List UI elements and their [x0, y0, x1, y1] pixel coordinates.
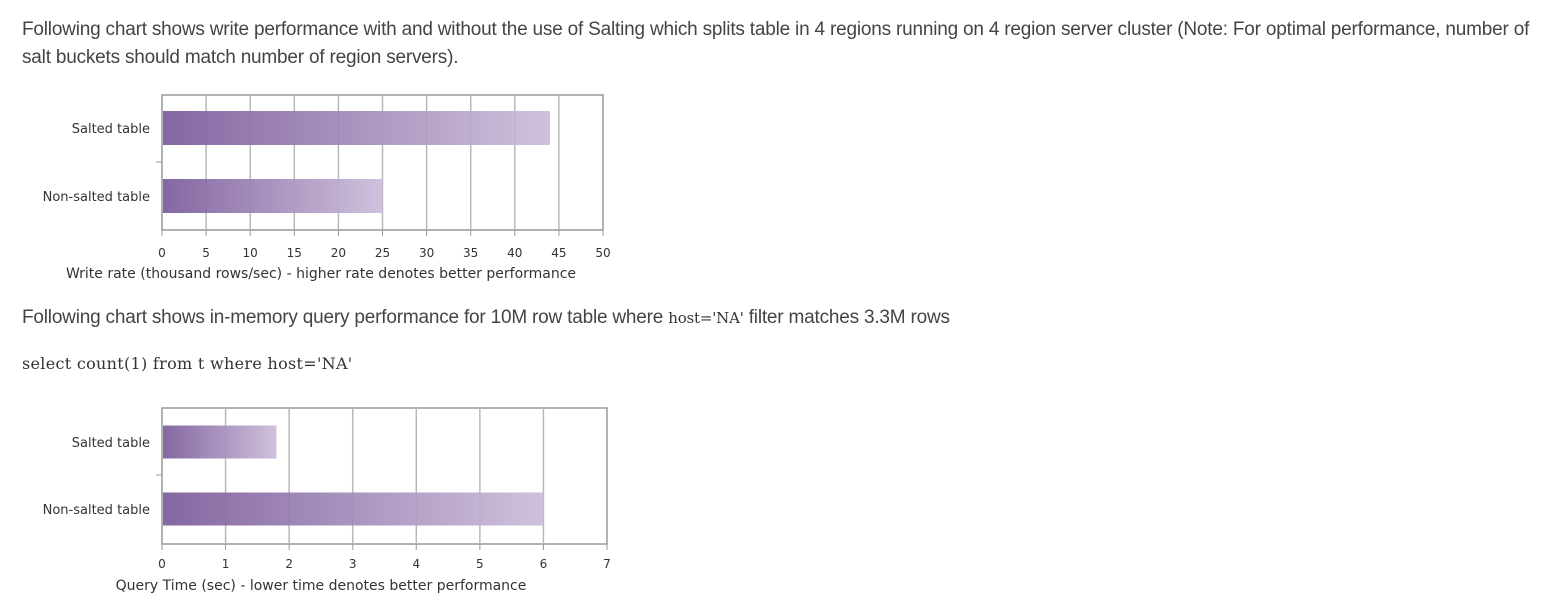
- x-tick-label: 15: [287, 246, 302, 260]
- x-tick-label: 30: [419, 246, 434, 260]
- x-tick-label: 1: [222, 557, 230, 571]
- description-text-start: Following chart shows in-memory query pe…: [22, 307, 669, 328]
- category-label: Non-salted table: [43, 503, 150, 518]
- category-label: Salted table: [72, 122, 150, 137]
- x-tick-label: 4: [412, 557, 420, 571]
- bar: [163, 179, 383, 213]
- x-tick-label: 0: [158, 246, 166, 260]
- bar: [163, 492, 544, 526]
- x-tick-label: 20: [331, 246, 346, 260]
- bar: [163, 425, 277, 459]
- x-axis-title: Write rate (thousand rows/sec) - higher …: [66, 266, 576, 282]
- x-tick-label: 6: [540, 557, 548, 571]
- bar: [163, 111, 551, 145]
- x-tick-label: 35: [463, 246, 478, 260]
- x-tick-label: 3: [349, 557, 357, 571]
- query-code-line: select count(1) from t where host='NA': [22, 354, 353, 373]
- x-tick-label: 5: [476, 557, 484, 571]
- category-label: Non-salted table: [43, 190, 150, 205]
- category-label: Salted table: [72, 436, 150, 451]
- x-tick-label: 40: [507, 246, 522, 260]
- x-tick-label: 25: [375, 246, 390, 260]
- x-tick-label: 0: [158, 557, 166, 571]
- x-axis-title: Query Time (sec) - lower time denotes be…: [116, 578, 527, 594]
- x-tick-label: 7: [603, 557, 611, 571]
- description-text-end: filter matches 3.3M rows: [743, 307, 950, 328]
- x-tick-label: 10: [243, 246, 258, 260]
- inline-code-filter: host='NA': [668, 309, 744, 327]
- write-rate-bar-chart: 0 5 10 15 20 25 30 35 40 45 50 Salted table Non-salt…: [43, 94, 611, 282]
- query-performance-description: Following chart shows in-memory query pe…: [22, 304, 1537, 332]
- x-tick-label: 5: [202, 246, 210, 260]
- write-performance-description: Following chart shows write performance …: [22, 19, 1530, 68]
- x-tick-label: 45: [551, 246, 566, 260]
- query-time-bar-chart: 0 1 2 3 4 5 6 7 Salted table Non-salted table Quer…: [43, 407, 611, 594]
- x-tick-label: 2: [285, 557, 293, 571]
- x-tick-label: 50: [595, 246, 610, 260]
